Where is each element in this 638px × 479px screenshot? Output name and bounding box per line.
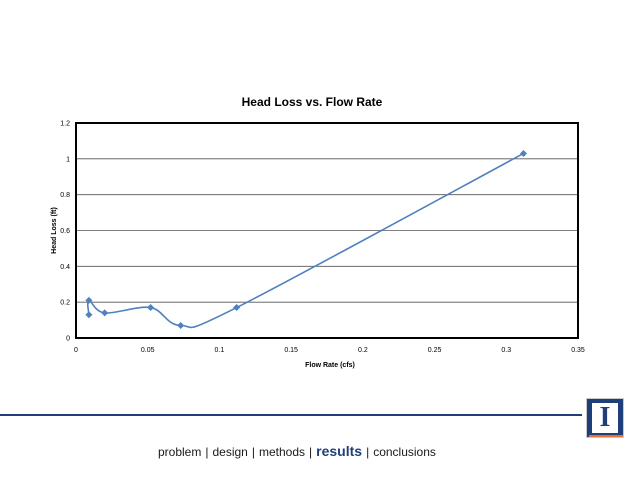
x-tick-label: 0.15 (284, 347, 298, 354)
logo-accent-bar (589, 435, 623, 437)
data-point (177, 321, 185, 329)
logo-letter: I (599, 402, 611, 433)
data-points (85, 149, 527, 329)
data-point (147, 304, 155, 312)
nav-item-problem[interactable]: problem (158, 445, 202, 459)
y-tick-label: 0.6 (60, 228, 70, 235)
y-tick-label: 0 (66, 336, 70, 343)
data-point (101, 309, 109, 317)
nav-item-results[interactable]: results (316, 443, 363, 459)
y-axis: 0 0.2 0.4 0.6 0.8 1 1.2 (60, 121, 70, 343)
series-line (86, 152, 524, 329)
nav-item-conclusions[interactable]: conclusions (373, 445, 436, 459)
plot-area (75, 122, 579, 339)
y-tick-label: 0.4 (60, 264, 70, 271)
y-axis-title: Head Loss (ft) (51, 207, 58, 254)
nav-item-design[interactable]: design (212, 445, 248, 459)
x-axis-title: Flow Rate (cfs) (305, 362, 355, 369)
y-tick-label: 1.2 (60, 121, 70, 128)
x-tick-label: 0.1 (215, 347, 225, 354)
x-tick-label: 0.05 (141, 347, 155, 354)
x-tick-label: 0.2 (358, 347, 368, 354)
nav-item-methods[interactable]: methods (258, 445, 306, 459)
footer-divider (0, 414, 582, 416)
chart: Head Loss vs. Flow Rate 0 0.2 0.4 0.6 0.8 1 1.… (51, 95, 585, 369)
nav-separator: | (366, 445, 370, 459)
x-tick-label: 0.3 (501, 347, 511, 354)
section-nav: problem | design | methods | results | conclusio… (158, 443, 436, 459)
y-tick-label: 0.8 (60, 192, 70, 199)
data-point (85, 296, 93, 304)
nav-separator: | (251, 445, 255, 459)
x-tick-label: 0 (74, 347, 78, 354)
data-point (233, 304, 241, 312)
chart-title: Head Loss vs. Flow Rate (242, 95, 383, 109)
x-tick-label: 0.35 (571, 347, 585, 354)
university-logo: I (586, 398, 624, 438)
nav-separator: | (309, 445, 313, 459)
y-tick-label: 1 (66, 156, 70, 163)
nav-separator: | (205, 445, 209, 459)
x-axis: 0 0.05 0.1 0.15 0.2 0.25 0.3 0.35 (74, 347, 585, 354)
y-tick-label: 0.2 (60, 300, 70, 307)
x-tick-label: 0.25 (428, 347, 442, 354)
data-point (85, 311, 93, 319)
data-point (519, 149, 527, 157)
